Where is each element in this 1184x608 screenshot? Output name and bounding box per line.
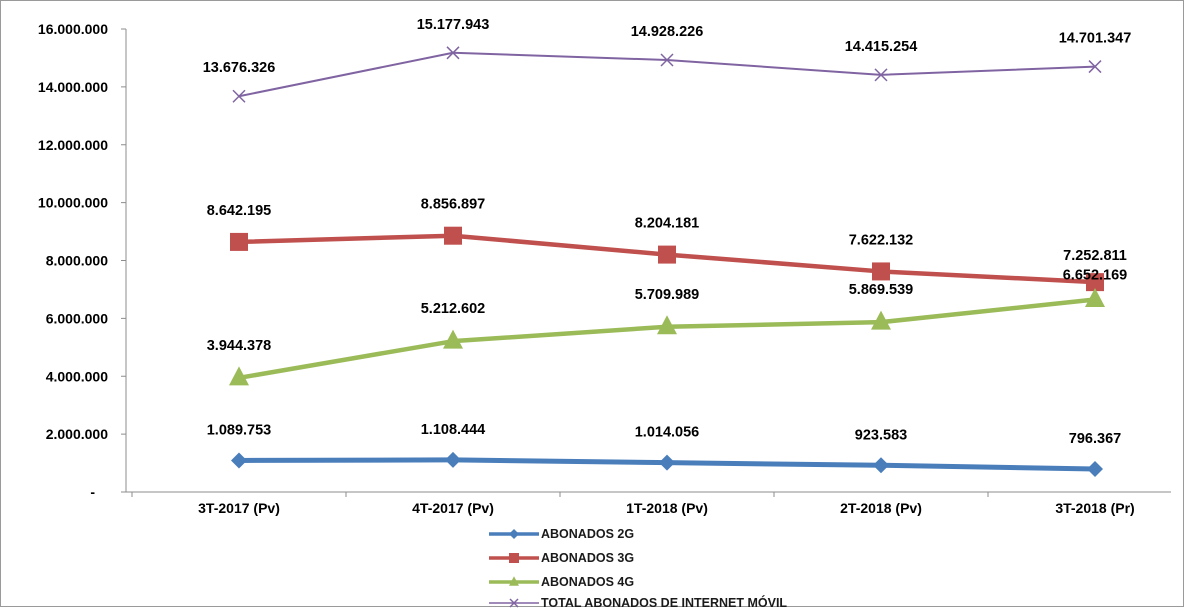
data-label: 14.928.226: [631, 24, 704, 40]
legend-item: ABONADOS 3G: [489, 551, 634, 565]
data-point: [874, 68, 888, 82]
data-label: 5.212.602: [421, 301, 486, 317]
series-4: [232, 46, 1102, 103]
data-point: [1086, 273, 1104, 292]
marker-stroke: [874, 68, 888, 82]
axes: - 2.000.000 4.000.000 6.000.000 8.000.000 10.…: [38, 21, 1171, 516]
data-point: [1088, 60, 1102, 74]
data-label: 923.583: [855, 427, 907, 443]
x-tick-label: 2T-2018 (Pv): [840, 500, 922, 516]
legend-label: ABONADOS 4G: [541, 575, 634, 589]
data-point: [231, 452, 247, 469]
y-tick-label: 2.000.000: [46, 426, 108, 442]
data-point: [509, 598, 519, 608]
data-label: 3.944.378: [207, 338, 272, 354]
y-tick-label: 10.000.000: [38, 195, 108, 211]
data-point: [658, 245, 676, 264]
data-label: 1.014.056: [635, 425, 700, 441]
data-label: 5.869.539: [849, 282, 914, 298]
y-tick-label: 8.000.000: [46, 253, 108, 269]
y-tick-label: 4.000.000: [46, 368, 108, 384]
data-point: [872, 262, 890, 281]
data-point: [443, 329, 463, 349]
data-label: 15.177.943: [417, 17, 490, 33]
data-label: 7.622.132: [849, 232, 914, 248]
data-label: 8.856.897: [421, 197, 486, 213]
marker-stroke: [232, 89, 246, 103]
data-label: 7.252.811: [1063, 248, 1127, 264]
legend-item: ABONADOS 4G: [489, 575, 634, 589]
data-point: [660, 53, 674, 67]
data-point: [659, 454, 675, 471]
legend-label: ABONADOS 3G: [541, 551, 634, 565]
data-label: 1.108.444: [421, 422, 486, 438]
data-point: [873, 457, 889, 474]
data-label: 14.701.347: [1059, 31, 1132, 47]
legend: ABONADOS 2G ABONADOS 3G ABONADOS 4G TOTAL A…: [489, 527, 787, 608]
marker-stroke: [1088, 60, 1102, 74]
y-tick-label: 6.000.000: [46, 310, 108, 326]
data-point: [445, 451, 461, 468]
y-tick-label: 12.000.000: [38, 137, 108, 153]
data-label: 8.204.181: [635, 216, 700, 232]
data-labels: 1.089.753 1.108.444 1.014.056 923.583 796.36…: [203, 17, 1132, 447]
series-layer: [229, 46, 1105, 477]
legend-label: ABONADOS 2G: [541, 527, 634, 541]
x-tick-label: 3T-2018 (Pr): [1055, 500, 1134, 516]
x-tick-label: 3T-2017 (Pv): [198, 500, 280, 516]
x-tick-label: 4T-2017 (Pv): [412, 500, 494, 516]
y-tick-label: 16.000.000: [38, 21, 108, 37]
data-point: [509, 576, 519, 586]
x-tick-label: 1T-2018 (Pv): [626, 500, 708, 516]
series-line: [238, 297, 1096, 381]
legend-item: TOTAL ABONADOS DE INTERNET MÓVIL: [489, 595, 787, 608]
data-point: [657, 315, 677, 335]
data-label: 6.652.169: [1063, 268, 1128, 284]
legend-item: ABONADOS 2G: [489, 527, 634, 541]
data-point: [446, 46, 460, 60]
data-point: [444, 226, 462, 245]
data-point: [509, 529, 519, 539]
data-label: 13.676.326: [203, 60, 276, 76]
data-point: [1087, 460, 1103, 477]
data-point: [229, 366, 249, 386]
legend-label: TOTAL ABONADOS DE INTERNET MÓVIL: [541, 595, 787, 608]
data-point: [232, 89, 246, 103]
data-label: 5.709.989: [635, 287, 700, 303]
data-point: [1085, 288, 1105, 308]
series-2: [230, 226, 1104, 292]
marker-stroke: [660, 53, 674, 67]
y-tick-label: -: [90, 484, 95, 500]
data-label: 14.415.254: [845, 39, 918, 55]
data-point: [230, 232, 248, 251]
marker-stroke: [446, 46, 460, 60]
data-point: [509, 553, 519, 563]
series-1: [231, 451, 1103, 477]
series-3: [229, 288, 1105, 386]
data-label: 796.367: [1069, 431, 1121, 447]
data-label: 1.089.753: [207, 422, 272, 438]
data-point: [871, 310, 891, 330]
marker-stroke: [509, 598, 519, 608]
y-tick-label: 14.000.000: [38, 79, 108, 95]
data-label: 8.642.195: [207, 203, 272, 219]
